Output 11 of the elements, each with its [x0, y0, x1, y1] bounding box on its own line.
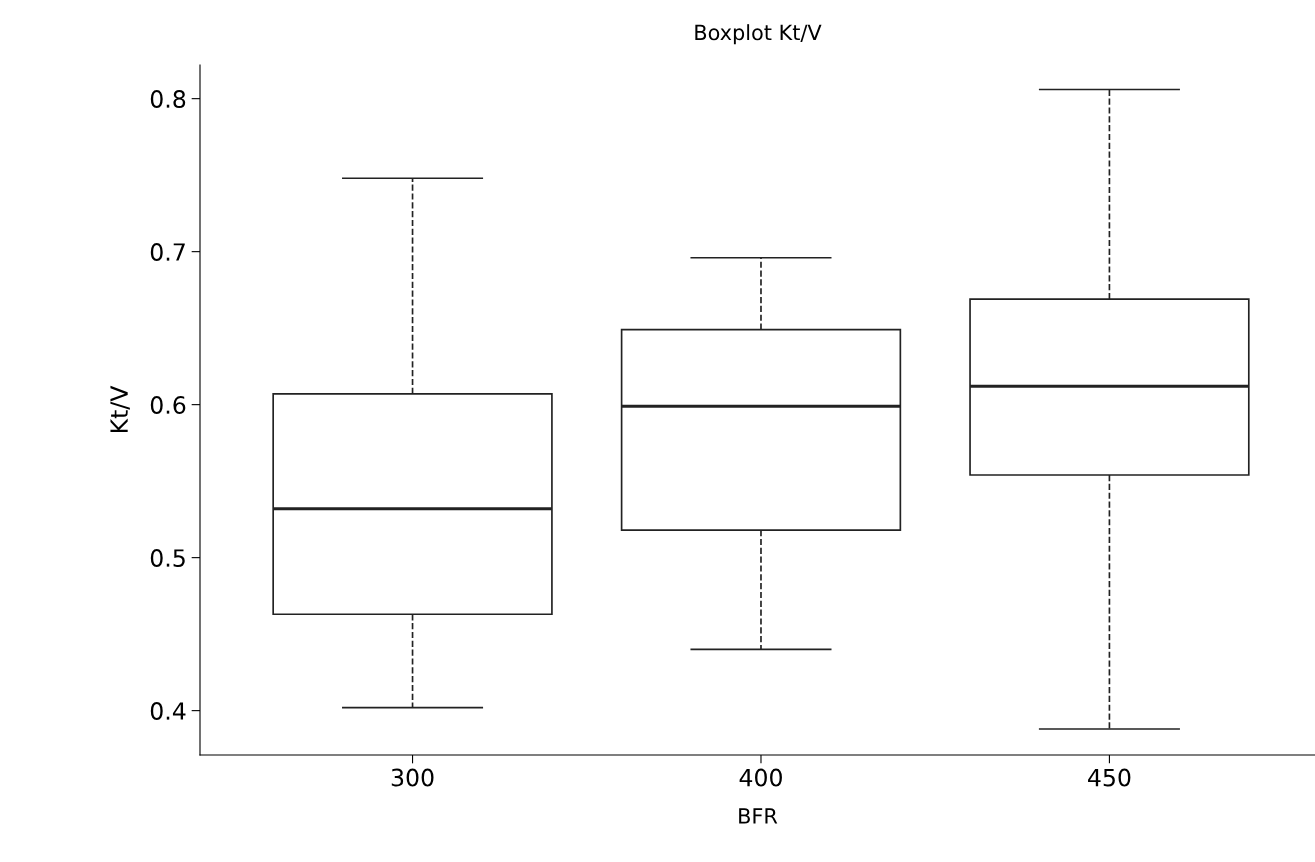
x-tick-label: 300	[391, 768, 434, 787]
x-tick-label: 450	[1088, 768, 1131, 787]
x-axis-title: BFR	[739, 808, 778, 824]
y-tick-label: 0.5	[150, 549, 185, 567]
x-tick-label: 400	[739, 768, 782, 787]
y-tick-label: 0.7	[150, 243, 185, 261]
y-tick-label: 0.4	[150, 702, 186, 720]
chart-title: Boxplot Kt/V	[695, 24, 822, 45]
y-axis-title: Kt/V	[110, 385, 130, 433]
y-tick-label: 0.8	[150, 90, 186, 108]
y-tick-label: 0.6	[150, 396, 186, 414]
